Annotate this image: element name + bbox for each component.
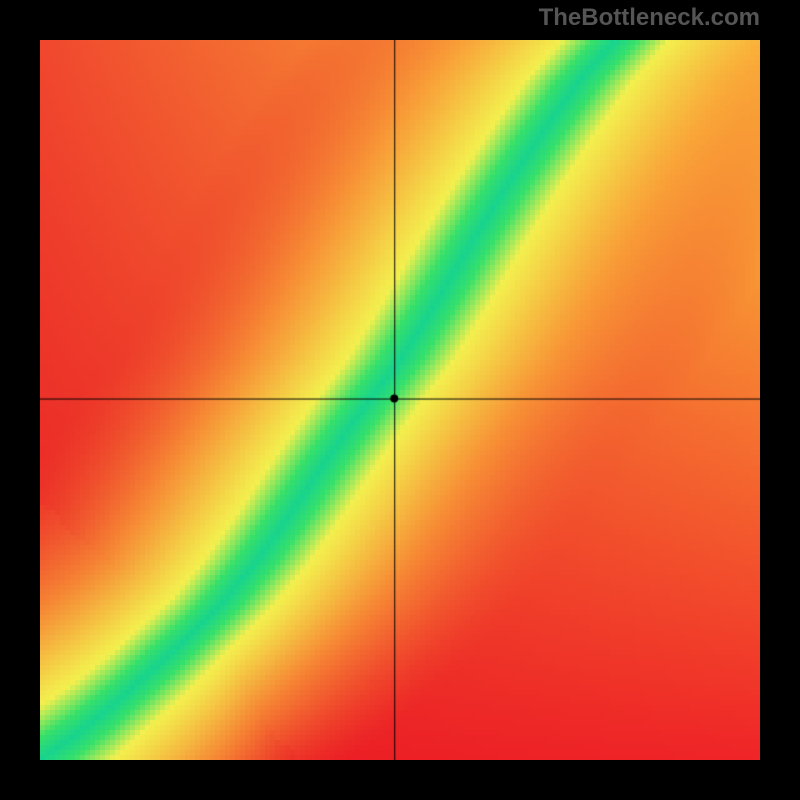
crosshair-overlay <box>40 40 760 760</box>
watermark-text: TheBottleneck.com <box>539 4 760 32</box>
chart-frame: TheBottleneck.com <box>0 0 800 800</box>
